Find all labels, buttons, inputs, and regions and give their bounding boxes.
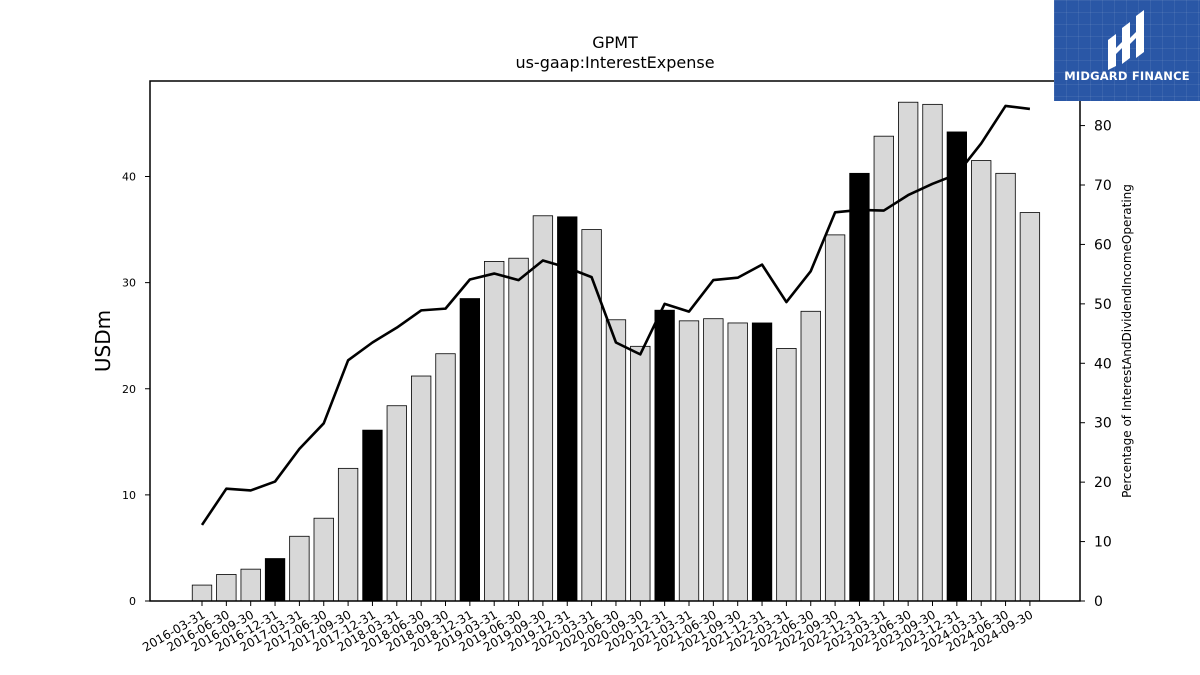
bar-2017-03-31 bbox=[289, 535, 310, 602]
percentage-line bbox=[200, 104, 1031, 526]
bar-2019-09-30 bbox=[532, 215, 554, 602]
midgard-finance-logo: MIDGARD FINANCE bbox=[1054, 0, 1200, 101]
y-tick-label: 40 bbox=[122, 171, 136, 184]
bar-2024-03-31 bbox=[971, 160, 992, 602]
bar-2022-12-31 bbox=[849, 172, 870, 602]
y2-tick-label: 50 bbox=[1094, 297, 1112, 313]
y-tick-label: 30 bbox=[122, 277, 136, 290]
bar-2021-03-31 bbox=[678, 320, 700, 602]
bar-2016-03-31 bbox=[191, 584, 213, 602]
bar-2016-06-30 bbox=[216, 574, 237, 602]
bar-2020-12-31 bbox=[654, 309, 675, 602]
line-layer bbox=[200, 104, 1031, 526]
bars-layer bbox=[191, 101, 1041, 602]
y2-tick-label: 40 bbox=[1094, 356, 1112, 372]
logo-text: MIDGARD FINANCE bbox=[1064, 69, 1190, 83]
bar-2023-12-31 bbox=[946, 131, 967, 602]
bar-2021-06-30 bbox=[703, 318, 724, 602]
logo-mark-icon bbox=[1108, 10, 1144, 70]
y-tick-label: 0 bbox=[129, 595, 136, 608]
y2-tick-label: 80 bbox=[1094, 119, 1112, 135]
y2-tick-label: 70 bbox=[1094, 178, 1112, 194]
y2-tick-label: 30 bbox=[1094, 416, 1112, 432]
chart-subtitle: us-gaap:InterestExpense bbox=[515, 53, 714, 72]
bar-2020-03-31 bbox=[581, 229, 602, 602]
bar-2018-12-31 bbox=[459, 298, 481, 602]
bar-2020-09-30 bbox=[630, 345, 651, 602]
bar-2017-06-30 bbox=[313, 517, 334, 602]
bar-2021-09-30 bbox=[727, 322, 748, 602]
axes-layer: 010203040010203040506070802016-03-312016… bbox=[122, 80, 1112, 654]
y-tick-label: 10 bbox=[122, 489, 136, 502]
bar-2016-09-30 bbox=[240, 568, 261, 602]
bar-2024-09-30 bbox=[1019, 212, 1041, 602]
bar-2023-09-30 bbox=[922, 103, 943, 602]
plot-frame bbox=[149, 80, 1081, 602]
y2-tick-label: 10 bbox=[1094, 535, 1112, 551]
bar-2022-06-30 bbox=[800, 310, 821, 602]
bar-2019-06-30 bbox=[508, 257, 529, 602]
bar-2019-12-31 bbox=[557, 216, 578, 602]
bar-2023-06-30 bbox=[898, 101, 919, 602]
chart-title: GPMT bbox=[592, 33, 638, 52]
y-axis-label: USDm bbox=[91, 310, 115, 372]
bar-2020-06-30 bbox=[605, 319, 627, 602]
y2-tick-label: 0 bbox=[1094, 594, 1103, 610]
bar-2021-12-31 bbox=[751, 322, 773, 602]
bar-2018-09-30 bbox=[435, 353, 456, 602]
y-tick-label: 20 bbox=[122, 383, 136, 396]
y2-axis-label: Percentage of InterestAndDividendIncomeO… bbox=[1120, 184, 1134, 498]
bar-2016-12-31 bbox=[264, 558, 286, 602]
bar-2018-06-30 bbox=[410, 375, 432, 602]
bar-2022-03-31 bbox=[776, 348, 797, 602]
bar-2018-03-31 bbox=[386, 405, 407, 602]
bar-2017-09-30 bbox=[337, 467, 359, 602]
y2-tick-label: 20 bbox=[1094, 475, 1112, 491]
bar-2017-12-31 bbox=[362, 429, 383, 602]
bar-2019-03-31 bbox=[484, 261, 505, 602]
y2-tick-label: 60 bbox=[1094, 237, 1112, 253]
bar-2024-06-30 bbox=[995, 172, 1016, 602]
bar-2022-09-30 bbox=[824, 234, 846, 602]
